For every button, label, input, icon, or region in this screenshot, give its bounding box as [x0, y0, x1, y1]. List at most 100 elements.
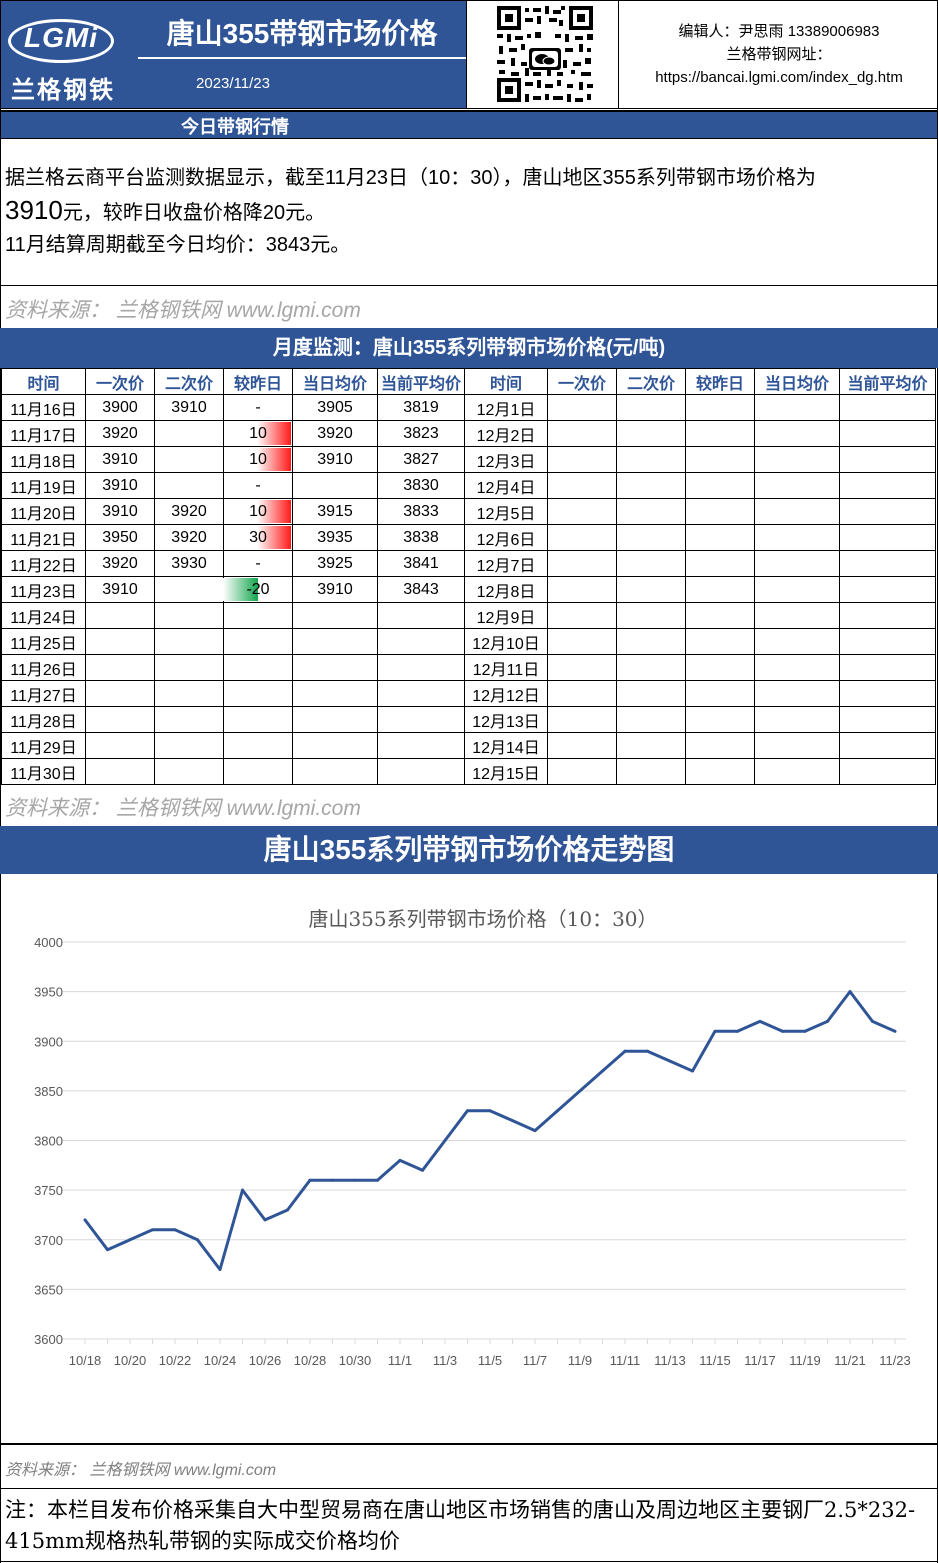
x-tick-label: 11/23	[879, 1353, 911, 1368]
table-cell	[85, 654, 155, 681]
website-label: 兰格带钢网址：	[726, 46, 832, 63]
col-header: 当日均价	[292, 368, 378, 395]
table-cell: 12月8日	[464, 576, 548, 603]
frame-header-bottom	[0, 108, 938, 109]
table-cell	[839, 420, 936, 447]
table-cell	[154, 420, 224, 447]
cell-value: 11月27日	[10, 687, 77, 705]
table-cell	[685, 628, 755, 655]
today-section-title: 今日带钢行情	[181, 117, 289, 137]
frame-top	[0, 0, 938, 1]
table-cell	[547, 394, 617, 421]
cell-value: 3925	[317, 554, 353, 572]
table-header-row: 时间 一次价 二次价 较昨日 当日均价 当前平均价 时间 一次价 二次价 较昨日…	[1, 368, 936, 395]
data-point	[263, 1218, 267, 1222]
cell-value: 3830	[403, 476, 439, 494]
cell-value: 12月4日	[476, 479, 536, 497]
cell-value: 12月1日	[476, 401, 536, 419]
change-up-bar	[257, 422, 291, 445]
table-cell	[547, 498, 617, 525]
change-cell: -20	[223, 576, 293, 603]
table-cell	[685, 394, 755, 421]
table-cell: 12月3日	[464, 446, 548, 473]
table-cell: 11月27日	[1, 680, 86, 707]
cell-value: -20	[246, 580, 270, 598]
table-cell	[754, 732, 840, 759]
table-cell	[154, 680, 224, 707]
table-cell	[754, 576, 840, 603]
cell-value: 3930	[171, 554, 207, 572]
cell-value: 3910	[102, 450, 138, 468]
table-cell	[154, 602, 224, 629]
table-cell	[154, 446, 224, 473]
table-row: 11月18日 3910 10 3910 3827 12月3日	[1, 446, 936, 473]
y-tick-label: 3800	[34, 1134, 63, 1149]
report-date: 2023/11/23	[196, 75, 270, 92]
table-cell	[85, 628, 155, 655]
table-cell: 3935	[292, 524, 378, 551]
cell-value: 12月15日	[472, 765, 540, 783]
table-cell: 11月26日	[1, 654, 86, 681]
table-cell: 12月2日	[464, 420, 548, 447]
col-header: 二次价	[154, 368, 224, 395]
table-cell	[839, 680, 936, 707]
today-summary: 据兰格云商平台监测数据显示，截至11月23日（10：30），唐山地区355系列带…	[5, 162, 925, 261]
frame-subbar-bottom	[0, 138, 938, 139]
table-cell: 3900	[85, 394, 155, 421]
table-cell: 3920	[292, 420, 378, 447]
table-cell	[85, 602, 155, 629]
table-cell	[685, 758, 755, 785]
monthly-price-table: 时间 一次价 二次价 较昨日 当日均价 当前平均价 时间 一次价 二次价 较昨日…	[1, 368, 936, 785]
table-cell	[839, 628, 936, 655]
table-cell	[547, 472, 617, 499]
table-cell	[377, 758, 465, 785]
table-cell	[685, 420, 755, 447]
table-cell: 12月15日	[464, 758, 548, 785]
change-cell: 30	[223, 524, 293, 551]
table-cell: 3920	[85, 420, 155, 447]
data-point	[353, 1178, 357, 1182]
cell-value: 3910	[317, 580, 353, 598]
table-row: 11月20日 3910 3920 10 3915 3833 12月5日	[1, 498, 936, 525]
change-cell: -	[223, 472, 293, 499]
x-tick-label: 11/7	[523, 1353, 547, 1368]
table-row: 11月24日 12月9日	[1, 602, 936, 629]
table-cell: 12月4日	[464, 472, 548, 499]
footnote: 注：本栏目发布价格采集自大中型贸易商在唐山地区市场销售的唐山及周边地区主要钢厂2…	[5, 1498, 916, 1553]
frame-para-bottom	[0, 285, 938, 286]
y-tick-label: 3600	[34, 1332, 63, 1347]
table-cell: 3910	[85, 576, 155, 603]
table-cell: 3910	[292, 576, 378, 603]
cell-value: 12月8日	[476, 583, 536, 601]
website-url[interactable]: https://bancai.lgmi.com/index_dg.htm	[655, 69, 903, 86]
title-banner	[138, 0, 466, 108]
table-row: 11月29日 12月14日	[1, 732, 936, 759]
col-header: 当前平均价	[839, 368, 936, 395]
table-cell	[616, 680, 686, 707]
chart-title: 唐山355系列带钢市场价格（10：30）	[308, 907, 657, 931]
data-point	[578, 1089, 582, 1093]
table-cell: 3910	[292, 446, 378, 473]
table-cell	[85, 706, 155, 733]
cell-value: 11月19日	[10, 479, 77, 497]
table-cell	[616, 576, 686, 603]
cell-value: 3823	[403, 424, 439, 442]
table-cell	[547, 628, 617, 655]
cell-value: 11月17日	[10, 427, 77, 445]
frame-bottom	[0, 1561, 938, 1562]
summary-line-3: 11月结算周期截至今日均价：3843元。	[5, 234, 351, 256]
change-cell: -	[223, 394, 293, 421]
cell-value: 3819	[403, 398, 439, 416]
data-point	[488, 1109, 492, 1113]
data-point	[556, 1109, 559, 1113]
change-cell	[223, 628, 293, 655]
table-cell: 3920	[85, 550, 155, 577]
data-point	[736, 1029, 739, 1033]
table-cell	[754, 394, 840, 421]
data-point	[421, 1168, 424, 1172]
cell-value: 3910	[102, 502, 138, 520]
cell-value: 12月6日	[476, 531, 536, 549]
data-point	[106, 1248, 109, 1252]
x-tick-label: 11/13	[654, 1353, 686, 1368]
cell-value: 3920	[102, 424, 138, 442]
